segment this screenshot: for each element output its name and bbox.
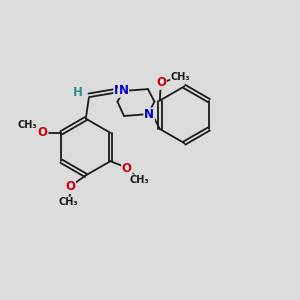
- Text: CH₃: CH₃: [130, 175, 149, 185]
- Text: O: O: [156, 76, 166, 89]
- Text: N: N: [114, 84, 124, 97]
- Text: H: H: [73, 86, 82, 100]
- Text: N: N: [118, 84, 128, 97]
- Text: CH₃: CH₃: [59, 197, 79, 207]
- Text: O: O: [38, 126, 48, 139]
- Text: O: O: [122, 162, 132, 175]
- Text: N: N: [144, 108, 154, 121]
- Text: O: O: [65, 180, 75, 193]
- Text: CH₃: CH₃: [17, 120, 37, 130]
- Text: CH₃: CH₃: [171, 72, 190, 82]
